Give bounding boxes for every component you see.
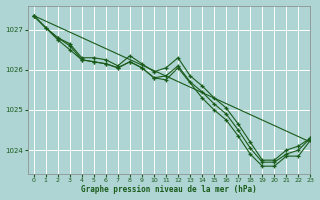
X-axis label: Graphe pression niveau de la mer (hPa): Graphe pression niveau de la mer (hPa) (81, 185, 257, 194)
